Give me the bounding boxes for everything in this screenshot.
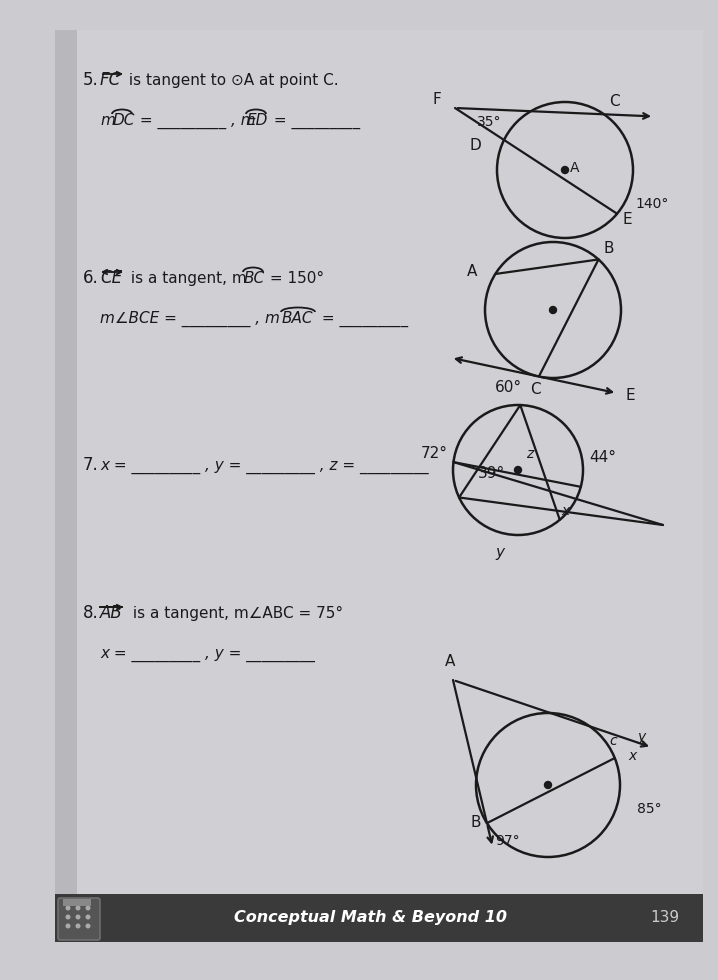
Text: 39°: 39° bbox=[478, 466, 505, 481]
Text: A: A bbox=[570, 161, 579, 175]
Circle shape bbox=[75, 914, 80, 919]
Text: 97°: 97° bbox=[495, 834, 520, 848]
Text: C: C bbox=[531, 381, 541, 397]
Text: 140°: 140° bbox=[635, 197, 668, 211]
Text: 7.: 7. bbox=[83, 456, 99, 474]
Circle shape bbox=[561, 167, 569, 173]
Text: B: B bbox=[604, 241, 614, 257]
Text: = 150°: = 150° bbox=[265, 271, 324, 286]
Text: 35°: 35° bbox=[477, 115, 501, 129]
Text: = _________ , m: = _________ , m bbox=[135, 115, 256, 129]
Text: DC: DC bbox=[113, 113, 136, 128]
Bar bbox=[55, 894, 703, 942]
Text: 6.: 6. bbox=[83, 269, 99, 287]
Text: = _________: = _________ bbox=[317, 313, 408, 327]
Text: y: y bbox=[637, 730, 645, 745]
Circle shape bbox=[85, 914, 90, 919]
Text: AB: AB bbox=[100, 604, 123, 622]
Text: 85°: 85° bbox=[637, 803, 661, 816]
Text: m: m bbox=[100, 113, 115, 128]
Text: C: C bbox=[609, 94, 620, 110]
Text: BC: BC bbox=[244, 271, 265, 286]
Circle shape bbox=[85, 923, 90, 928]
Text: 44°: 44° bbox=[589, 450, 616, 465]
Circle shape bbox=[65, 906, 70, 910]
Circle shape bbox=[549, 307, 556, 314]
Circle shape bbox=[85, 906, 90, 910]
Circle shape bbox=[65, 914, 70, 919]
Text: is a tangent, m: is a tangent, m bbox=[126, 271, 247, 286]
Text: F: F bbox=[432, 92, 441, 107]
Text: E: E bbox=[626, 388, 635, 404]
Text: y: y bbox=[495, 545, 505, 560]
Circle shape bbox=[65, 923, 70, 928]
Text: is a tangent, m∠ABC = 75°: is a tangent, m∠ABC = 75° bbox=[128, 606, 343, 621]
Bar bbox=[63, 899, 91, 906]
Circle shape bbox=[515, 466, 521, 473]
Text: 5.: 5. bbox=[83, 71, 99, 89]
Text: is tangent to ⊙A at point C.: is tangent to ⊙A at point C. bbox=[124, 73, 339, 88]
Bar bbox=[55, 30, 77, 942]
Circle shape bbox=[75, 923, 80, 928]
Text: BAC: BAC bbox=[282, 311, 314, 326]
Text: D: D bbox=[470, 138, 481, 154]
Text: x: x bbox=[629, 749, 637, 763]
Text: 60°: 60° bbox=[495, 380, 521, 395]
Text: 72°: 72° bbox=[421, 446, 448, 461]
Circle shape bbox=[75, 906, 80, 910]
Text: 8.: 8. bbox=[83, 604, 99, 622]
Text: x: x bbox=[561, 504, 570, 517]
Text: m∠BCE = _________ , m: m∠BCE = _________ , m bbox=[100, 311, 280, 327]
Text: A: A bbox=[445, 654, 455, 669]
Text: x = _________ , y = _________ , z = _________: x = _________ , y = _________ , z = ____… bbox=[100, 460, 429, 474]
Text: c: c bbox=[609, 734, 617, 748]
Text: E: E bbox=[622, 212, 632, 226]
Text: 139: 139 bbox=[651, 909, 679, 924]
Circle shape bbox=[544, 781, 551, 789]
Text: = _________: = _________ bbox=[269, 115, 360, 129]
Text: FC: FC bbox=[100, 71, 121, 89]
Text: B: B bbox=[471, 815, 482, 830]
Text: Conceptual Math & Beyond 10: Conceptual Math & Beyond 10 bbox=[233, 909, 506, 924]
Text: A: A bbox=[467, 264, 477, 279]
Text: x = _________ , y = _________: x = _________ , y = _________ bbox=[100, 647, 315, 662]
Text: ED: ED bbox=[247, 113, 269, 128]
FancyBboxPatch shape bbox=[58, 898, 100, 940]
Text: CE: CE bbox=[100, 269, 122, 287]
Text: z: z bbox=[526, 447, 533, 461]
